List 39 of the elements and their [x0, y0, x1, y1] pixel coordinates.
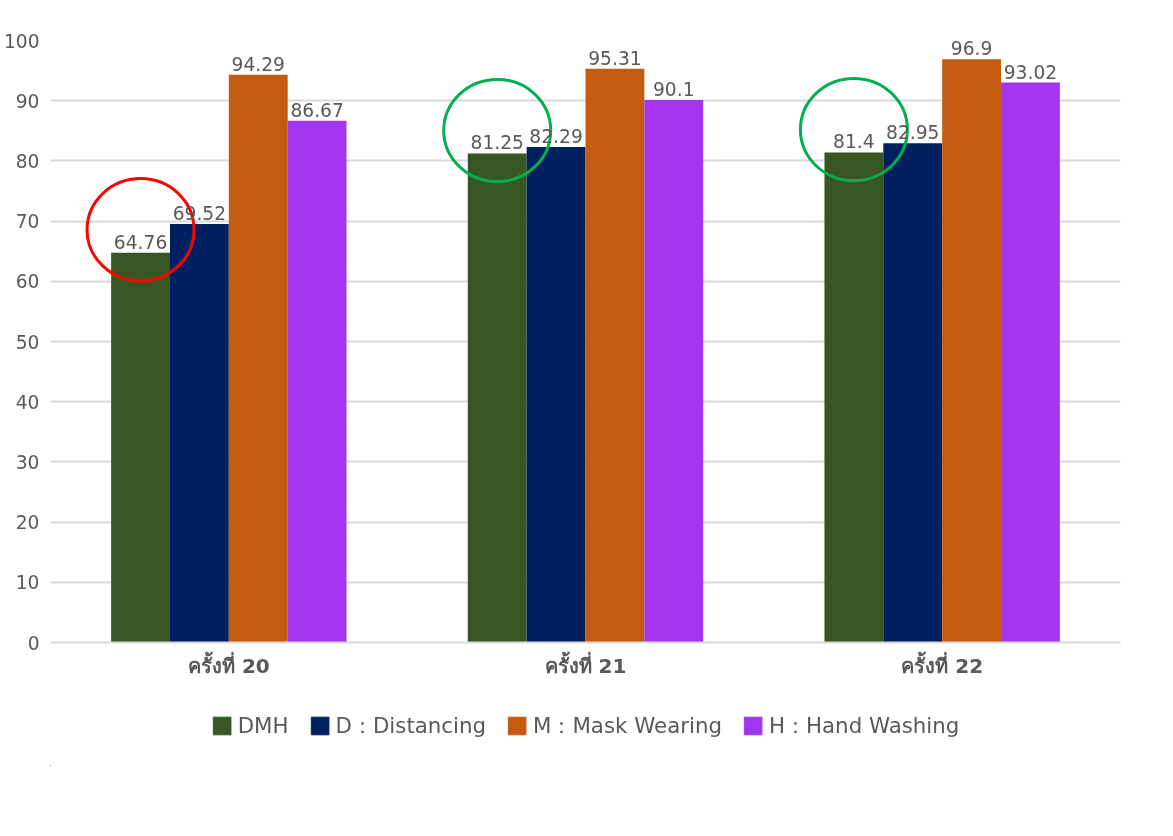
x-tick-label: ครั้งที่ 22 [901, 650, 984, 678]
y-tick-label: 50 [15, 331, 40, 353]
bar [169, 223, 229, 643]
bar [883, 143, 943, 643]
data-label: 81.4 [833, 131, 875, 153]
y-tick-label: 20 [15, 512, 40, 534]
y-tick-label: 60 [15, 271, 40, 293]
bar [824, 152, 884, 643]
y-tick-label: 0 [27, 632, 40, 654]
y-tick-label: 90 [15, 90, 40, 112]
y-tick-label: 30 [15, 451, 40, 473]
legend-label: M：Mask Wearing [533, 711, 722, 740]
bar [526, 147, 586, 643]
bar [585, 68, 645, 643]
y-tick-label: 100 [3, 30, 40, 52]
x-tick-label: ครั้งที่ 21 [544, 650, 627, 678]
bar [1001, 82, 1060, 643]
bar [228, 74, 288, 643]
data-label: 94.29 [231, 53, 285, 75]
legend-label: H：Hand Washing [768, 711, 960, 740]
data-label: 86.67 [290, 99, 344, 121]
data-label: 96.9 [950, 38, 993, 60]
data-label: 90.1 [653, 79, 695, 101]
y-tick-label: 80 [15, 150, 40, 172]
data-label: 64.76 [113, 231, 168, 253]
y-tick-label: 40 [15, 391, 40, 413]
y-tick-label: 10 [15, 572, 40, 594]
data-label: 95.31 [588, 47, 642, 69]
legend-label: D：Distancing [335, 711, 487, 740]
bar [644, 100, 704, 643]
data-label: 81.25 [470, 132, 524, 154]
data-label: 93.02 [1003, 61, 1058, 83]
bar [287, 120, 347, 643]
legend-label: DMH [237, 712, 289, 738]
bar [111, 252, 170, 643]
y-tick-label: 70 [15, 211, 40, 233]
x-tick-label: ครั้งที่ 20 [187, 650, 270, 678]
bar [467, 153, 527, 643]
bar [942, 59, 1002, 643]
